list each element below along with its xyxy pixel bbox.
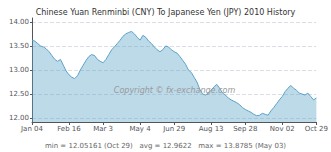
svg-text:Sep 28: Sep 28 [233, 125, 257, 133]
svg-text:Nov 02: Nov 02 [270, 125, 295, 133]
svg-text:min = 12.05161 (Oct 29) avg: min = 12.05161 (Oct 29) avg = 12.9622 ma… [45, 142, 286, 150]
svg-text:Jan 04: Jan 04 [20, 125, 43, 133]
svg-text:Feb 16: Feb 16 [57, 125, 81, 133]
svg-text:Jun 29: Jun 29 [162, 125, 185, 133]
svg-text:13.00: 13.00 [9, 66, 29, 74]
svg-text:Oct 29: Oct 29 [305, 125, 328, 133]
svg-text:14.00: 14.00 [9, 18, 29, 26]
svg-text:12.00: 12.00 [9, 114, 29, 122]
svg-text:Copyright © fx-exchange.com: Copyright © fx-exchange.com [114, 86, 236, 95]
svg-text:Aug 13: Aug 13 [199, 125, 224, 133]
svg-text:Mar 3: Mar 3 [93, 125, 113, 133]
svg-text:Chinese Yuan Renminbi (CNY) To: Chinese Yuan Renminbi (CNY) To Japanese … [36, 8, 296, 17]
svg-text:12.50: 12.50 [9, 90, 29, 98]
svg-text:May 4: May 4 [129, 125, 151, 133]
svg-text:13.50: 13.50 [9, 42, 29, 50]
